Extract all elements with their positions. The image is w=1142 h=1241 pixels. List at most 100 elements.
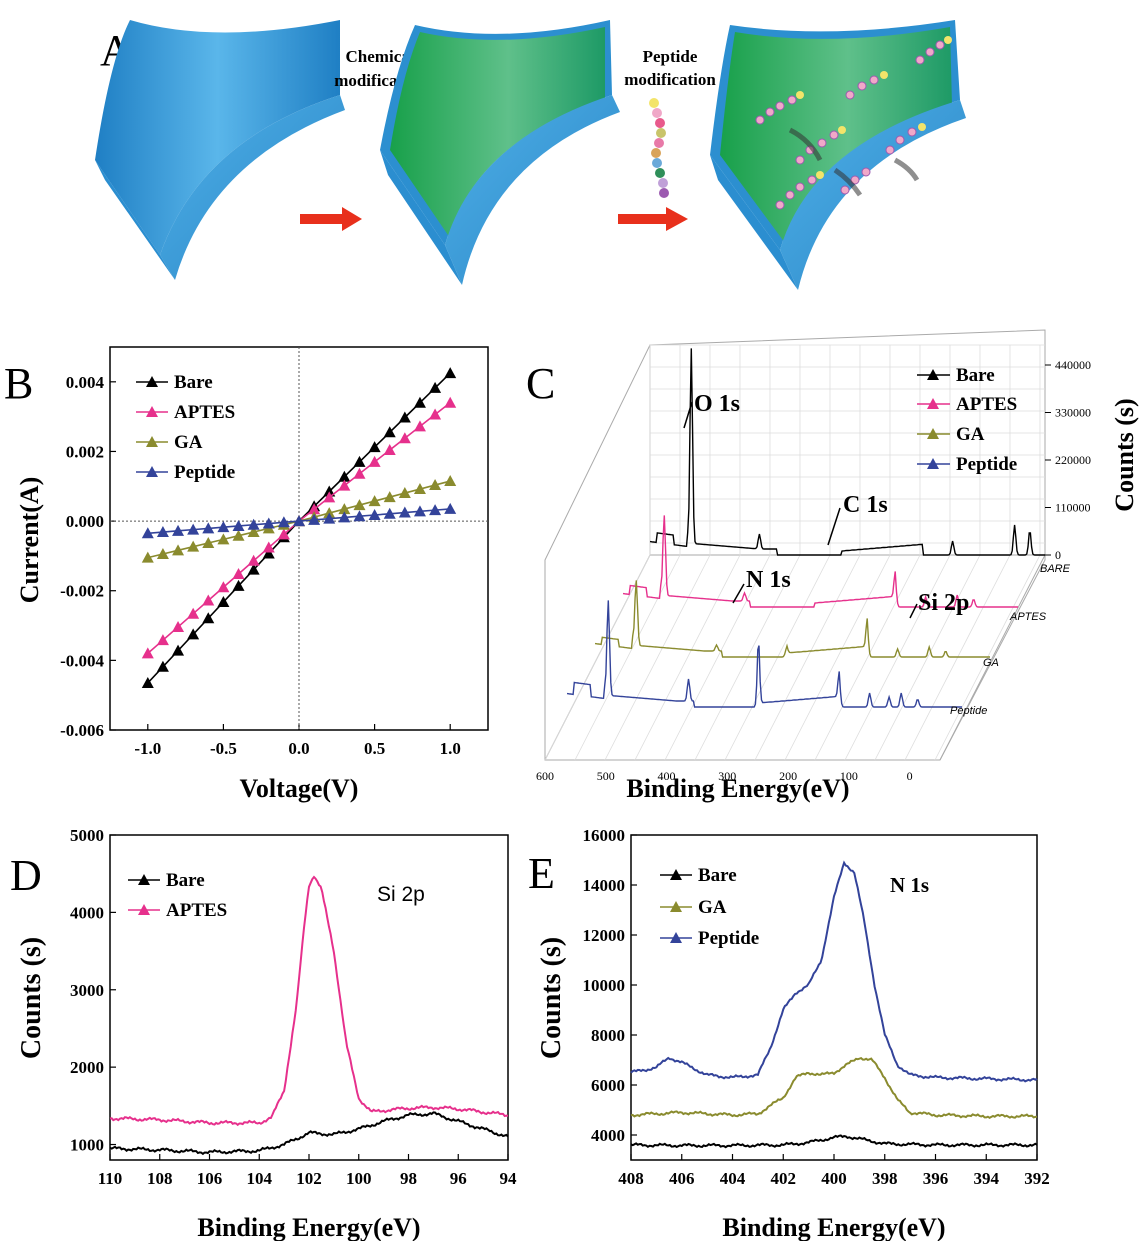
spectrum-peptide — [630, 860, 1038, 1083]
data-point-aptes — [156, 634, 169, 646]
panel-e-ylabel: Counts (s) — [536, 937, 567, 1059]
data-point-bare — [444, 367, 457, 379]
grid-line — [574, 554, 681, 761]
data-point-ga — [172, 544, 185, 556]
data-point-peptide — [247, 518, 260, 530]
data-point-ga — [398, 487, 411, 499]
data-point-peptide — [323, 512, 336, 524]
panel-e-frame — [630, 834, 1038, 1161]
annotation-si2p: Si 2p — [918, 590, 969, 616]
data-point-aptes — [262, 541, 275, 553]
panel-d-si2p-chart: 110 108 106 104 102 100 98 96 94 1000 2000 3000 4000… — [10, 826, 517, 1241]
x-tick-label: 110 — [98, 1169, 123, 1188]
data-point-peptide — [429, 504, 442, 516]
data-point-bare — [413, 396, 426, 408]
data-point-ga — [383, 491, 396, 503]
data-point-peptide — [293, 515, 305, 527]
data-point-bare — [383, 426, 396, 438]
grid-line — [604, 554, 711, 761]
y-tick-label: -0.004 — [60, 651, 104, 670]
legend-d-bare: Bare — [166, 870, 205, 891]
spectrum-peptide — [566, 600, 962, 708]
panel-e-n1s-chart: 408 406 404 402 400 398 396 394 392 4000 6000 8000 1… — [528, 826, 1050, 1241]
z-tick-label: 330000 — [1055, 406, 1091, 420]
panel-a: A Chemical modification Peptide modifica… — [95, 20, 966, 290]
arrow-2 — [618, 207, 688, 231]
panel-b-iv-chart: -1.0 -0.5 0.0 0.5 1.0 -0.006 -0.004 -0.002 0.000… — [4, 346, 489, 803]
data-point-bare — [217, 596, 230, 608]
data-point-aptes — [444, 396, 457, 408]
x-tick-label: 400 — [821, 1169, 847, 1188]
data-point-bare — [247, 563, 260, 575]
data-point-ga — [187, 540, 200, 552]
legend-b-peptide: Peptide — [174, 462, 235, 483]
data-point-bare — [429, 381, 442, 393]
data-point-aptes — [383, 444, 396, 456]
annotation-o1s: O 1s — [694, 391, 740, 417]
x-tick-label: 402 — [771, 1169, 797, 1188]
x-tick-label: 0.5 — [364, 739, 385, 758]
panel-c-xps-survey: C 600 500 400 300 200 100 0 0 110000 220000 330000… — [526, 329, 1139, 803]
bare-substrate-slab — [95, 20, 345, 280]
data-point-peptide — [187, 523, 200, 535]
x-tick-label: 406 — [669, 1169, 695, 1188]
y-tick-label: 1000 — [70, 1136, 104, 1155]
x-tick-label: 104 — [247, 1169, 273, 1188]
arrow-1 — [300, 207, 362, 231]
legend-e-ga: GA — [698, 897, 727, 918]
depth-label-bare: BARE — [1040, 563, 1071, 575]
step1-line1: Chemical — [346, 47, 415, 66]
data-point-ga — [368, 495, 381, 507]
panel-e-letter: E — [528, 849, 555, 898]
data-point-peptide — [413, 505, 426, 517]
panel-e-legend: Bare GA Peptide — [660, 865, 759, 949]
data-point-aptes — [141, 647, 154, 659]
z-tick-label: 440000 — [1055, 358, 1091, 372]
peptide-chain-icon — [649, 98, 669, 198]
panel-c-depth-labels: BARE APTES GA Peptide — [950, 563, 1071, 717]
x-tick-label: 392 — [1024, 1169, 1050, 1188]
data-point-bare — [398, 411, 411, 423]
data-point-bare — [232, 579, 245, 591]
panel-d-legend: Bare APTES — [128, 870, 227, 921]
data-point-ga — [217, 533, 230, 545]
y-tick-label: 4000 — [70, 903, 104, 922]
data-point-aptes — [398, 432, 411, 444]
legend-b-bare: Bare — [174, 372, 213, 393]
data-point-bare — [202, 612, 215, 624]
data-point-peptide — [308, 513, 321, 525]
y-tick-label: -0.006 — [60, 721, 104, 740]
data-point-aptes — [232, 568, 245, 580]
panel-e-xlabel: Binding Energy(eV) — [722, 1213, 945, 1241]
depth-label-ga: GA — [983, 657, 999, 669]
data-point-ga — [156, 547, 169, 559]
data-point-ga — [413, 483, 426, 495]
bound-peptides — [755, 36, 952, 210]
data-point-peptide — [398, 506, 411, 518]
panel-b-ylabel: Current(A) — [15, 477, 44, 604]
panel-b-letter: B — [4, 359, 33, 408]
x-tick-label: -1.0 — [134, 739, 161, 758]
x-tick-label: 398 — [872, 1169, 898, 1188]
panel-e-annotation: N 1s — [890, 873, 929, 897]
y-tick-label: 16000 — [583, 826, 626, 845]
step2-line1: Peptide — [643, 47, 698, 66]
data-point-peptide — [277, 516, 290, 528]
panel-b-legend: Bare APTES GA Peptide — [136, 372, 235, 483]
panel-d-xlabel: Binding Energy(eV) — [197, 1213, 420, 1241]
legend-b-ga: GA — [174, 432, 203, 453]
data-point-ga — [353, 499, 366, 511]
x-tick-label: 0.0 — [288, 739, 309, 758]
data-point-peptide — [141, 527, 154, 539]
y-tick-label: 12000 — [583, 926, 626, 945]
step2-line2: modification — [624, 70, 716, 89]
spectrum-aptes — [109, 875, 509, 1127]
data-point-bare — [156, 660, 169, 672]
x-tick-label: 408 — [618, 1169, 644, 1188]
data-point-aptes — [353, 467, 366, 479]
data-point-ga — [232, 529, 245, 541]
data-point-ga — [323, 507, 336, 519]
data-point-peptide — [353, 510, 366, 522]
panel-d-annotation: Si 2p — [377, 883, 425, 906]
x-tick-label: 108 — [147, 1169, 173, 1188]
